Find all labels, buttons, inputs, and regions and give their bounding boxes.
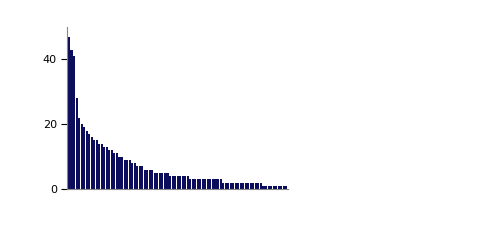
Bar	[227, 182, 229, 189]
Bar	[113, 153, 116, 189]
Bar	[245, 182, 247, 189]
Bar	[71, 50, 72, 189]
Bar	[247, 182, 249, 189]
Bar	[252, 182, 254, 189]
Bar	[229, 182, 232, 189]
Bar	[242, 182, 244, 189]
Bar	[240, 182, 242, 189]
Bar	[179, 176, 181, 189]
Bar	[169, 176, 171, 189]
Bar	[141, 166, 143, 189]
Bar	[121, 157, 123, 189]
Bar	[209, 179, 212, 189]
Bar	[171, 176, 174, 189]
Bar	[164, 173, 166, 189]
Bar	[181, 176, 184, 189]
Bar	[232, 182, 234, 189]
Bar	[161, 173, 164, 189]
Bar	[131, 163, 133, 189]
Bar	[283, 186, 285, 189]
Bar	[68, 37, 70, 189]
Bar	[91, 137, 93, 189]
Bar	[207, 179, 209, 189]
Bar	[123, 160, 126, 189]
Bar	[222, 182, 224, 189]
Bar	[215, 179, 216, 189]
Bar	[116, 153, 118, 189]
Bar	[119, 157, 120, 189]
Bar	[73, 56, 75, 189]
Bar	[83, 127, 85, 189]
Bar	[88, 134, 90, 189]
Bar	[250, 182, 252, 189]
Bar	[187, 176, 189, 189]
Bar	[129, 160, 131, 189]
Bar	[106, 147, 108, 189]
Bar	[273, 186, 275, 189]
Bar	[149, 170, 151, 189]
Bar	[78, 118, 80, 189]
Bar	[204, 179, 206, 189]
Bar	[177, 176, 179, 189]
Bar	[257, 182, 260, 189]
Bar	[189, 179, 191, 189]
Bar	[217, 179, 219, 189]
Bar	[194, 179, 196, 189]
Bar	[103, 147, 105, 189]
Bar	[212, 179, 214, 189]
Bar	[144, 170, 146, 189]
Bar	[280, 186, 282, 189]
Bar	[265, 186, 267, 189]
Bar	[225, 182, 227, 189]
Bar	[199, 179, 201, 189]
Bar	[111, 150, 113, 189]
Bar	[270, 186, 272, 189]
Bar	[260, 182, 262, 189]
Bar	[108, 150, 110, 189]
Bar	[93, 140, 95, 189]
Bar	[197, 179, 199, 189]
Bar	[255, 182, 257, 189]
Bar	[167, 173, 168, 189]
Bar	[151, 170, 153, 189]
Bar	[219, 179, 222, 189]
Bar	[81, 124, 83, 189]
Bar	[146, 170, 148, 189]
Bar	[192, 179, 194, 189]
Bar	[184, 176, 186, 189]
Bar	[136, 166, 138, 189]
Bar	[85, 131, 88, 189]
Bar	[154, 173, 156, 189]
Bar	[126, 160, 128, 189]
Bar	[275, 186, 277, 189]
Bar	[267, 186, 270, 189]
Bar	[285, 186, 287, 189]
Bar	[202, 179, 204, 189]
Bar	[277, 186, 280, 189]
Bar	[263, 186, 264, 189]
Bar	[237, 182, 239, 189]
Bar	[156, 173, 158, 189]
Bar	[98, 144, 100, 189]
Bar	[159, 173, 161, 189]
Bar	[139, 166, 141, 189]
Bar	[75, 98, 78, 189]
Bar	[235, 182, 237, 189]
Bar	[174, 176, 176, 189]
Bar	[101, 144, 103, 189]
Bar	[133, 163, 136, 189]
Bar	[96, 140, 98, 189]
